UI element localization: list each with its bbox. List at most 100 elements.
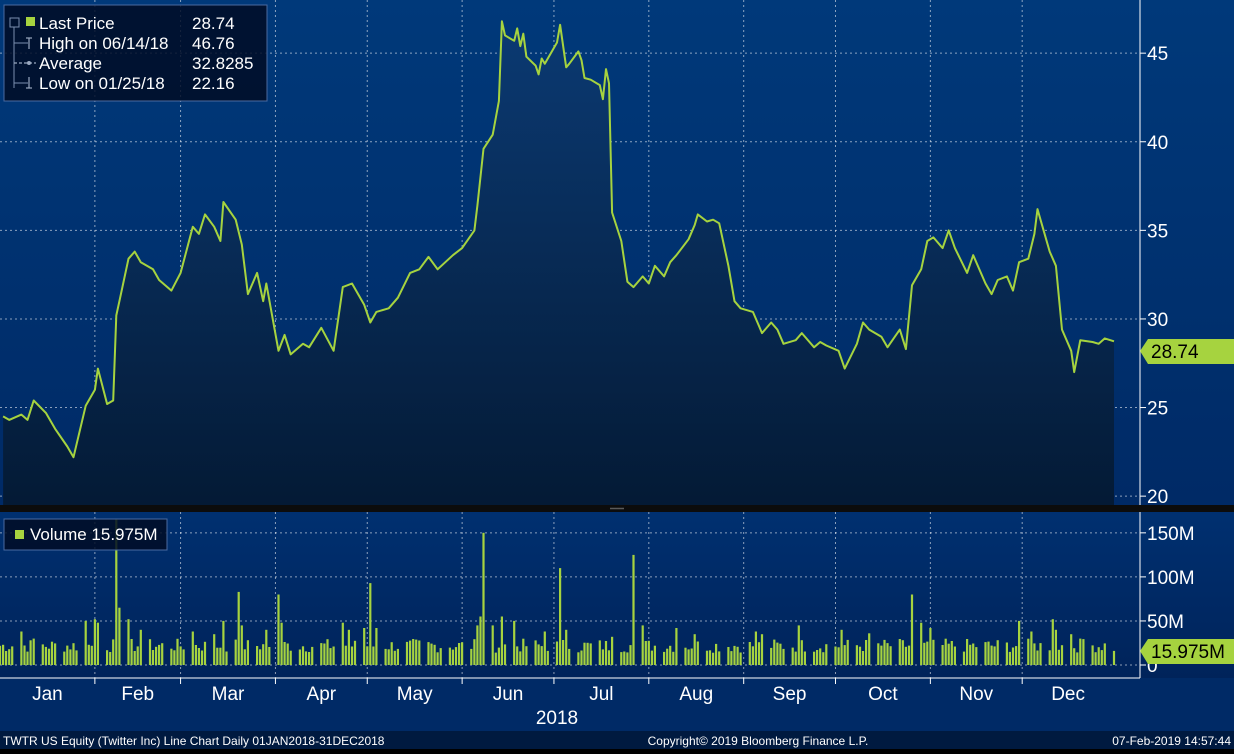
volume-bar <box>868 633 871 665</box>
volume-bar <box>216 647 219 665</box>
volume-bar <box>800 640 803 665</box>
volume-bar <box>837 647 840 665</box>
volume-bar <box>298 649 301 665</box>
volume-bar <box>1051 619 1054 665</box>
volume-bar <box>975 647 978 665</box>
volume-bar <box>607 650 611 665</box>
volume-bar <box>969 644 972 665</box>
volume-bar <box>418 640 421 665</box>
volume-bar <box>170 648 173 665</box>
volume-bar <box>262 644 265 665</box>
volume-bar <box>479 616 482 665</box>
volume-bar <box>0 645 2 665</box>
volume-bar <box>5 651 8 665</box>
volume-bar <box>448 647 451 665</box>
volume-bar <box>990 645 993 665</box>
legend-average-value: 32.8285 <box>192 54 253 73</box>
volume-bar <box>813 651 816 665</box>
volume-bar <box>90 645 93 665</box>
footer-copyright: Copyright© 2019 Bloomberg Finance L.P. <box>648 734 869 748</box>
volume-bar <box>50 641 54 665</box>
volume-bar <box>280 622 283 665</box>
volume-bar <box>953 646 956 665</box>
volume-bar <box>387 649 390 665</box>
volume-bar <box>883 639 886 665</box>
volume-bar <box>669 645 672 665</box>
volume-bar <box>69 649 72 665</box>
volume-bar <box>470 648 473 665</box>
volume-bar <box>326 639 329 665</box>
month-label-mar: Mar <box>212 684 245 705</box>
volume-bar <box>454 647 458 665</box>
low-marker-icon <box>14 77 32 89</box>
volume-bar <box>320 643 323 665</box>
volume-bar <box>72 643 75 665</box>
volume-bar <box>158 644 161 665</box>
volume-bar <box>29 640 32 665</box>
volume-bar <box>834 646 837 665</box>
legend-high-label: High on 06/14/18 <box>39 34 169 53</box>
volume-bar <box>718 651 721 665</box>
volume-tick-label-1: 50M <box>1147 612 1184 633</box>
month-label-apr: Apr <box>307 684 337 705</box>
volume-bar <box>372 646 375 665</box>
volume-bars <box>0 519 1116 665</box>
volume-bar <box>562 640 565 665</box>
volume-bar <box>63 651 66 665</box>
volume-bar <box>203 641 207 665</box>
volume-bar <box>127 619 130 665</box>
volume-bar <box>26 651 29 665</box>
last-volume-tag: 15.975M <box>1140 639 1234 664</box>
volume-bar <box>151 650 155 665</box>
volume-bar <box>194 645 197 665</box>
volume-bar <box>366 646 369 665</box>
volume-bar <box>259 649 262 665</box>
volume-bar <box>754 631 757 665</box>
volume-bar <box>540 646 543 665</box>
volume-bar <box>877 643 880 665</box>
volume-bar <box>213 634 216 665</box>
volume-bar <box>1048 650 1051 665</box>
volume-swatch-icon <box>15 530 24 539</box>
last-price-swatch-icon <box>26 17 35 26</box>
high-marker-icon <box>14 37 32 49</box>
volume-bar <box>663 651 666 665</box>
volume-bar <box>519 651 522 665</box>
volume-bar <box>225 651 228 665</box>
volume-bar <box>451 649 454 665</box>
volume-bar <box>222 620 225 665</box>
volume-bar <box>898 639 901 665</box>
volume-bar <box>347 629 350 665</box>
volume-bar <box>412 639 415 665</box>
volume-bar <box>363 628 366 665</box>
volume-bar <box>910 594 914 665</box>
volume-bar <box>311 646 314 665</box>
volume-bar <box>522 638 525 665</box>
price-axis-ticks: 20 25 30 35 40 45 <box>1140 44 1168 508</box>
volume-bar <box>390 642 393 665</box>
volume-bar <box>1091 645 1094 665</box>
volume-bar <box>369 583 372 665</box>
volume-bar <box>1005 642 1008 665</box>
volume-bar <box>516 646 519 665</box>
volume-bar <box>1008 651 1011 665</box>
volume-bar <box>598 640 601 665</box>
price-area-layer <box>2 20 1115 506</box>
volume-bar <box>491 625 494 665</box>
volume-bar <box>825 644 828 665</box>
volume-bar <box>987 641 990 665</box>
volume-bar <box>1036 650 1039 665</box>
volume-bar <box>283 642 286 665</box>
volume-bar <box>880 645 883 665</box>
volume-bar <box>525 646 528 665</box>
volume-bar <box>41 644 44 665</box>
volume-bar <box>200 650 204 665</box>
volume-bar <box>730 651 733 665</box>
volume-bar <box>44 646 47 665</box>
price-tick-label-35: 35 <box>1147 221 1168 242</box>
volume-bar <box>611 636 614 665</box>
volume-bar <box>972 643 975 665</box>
volume-bar <box>405 641 409 665</box>
